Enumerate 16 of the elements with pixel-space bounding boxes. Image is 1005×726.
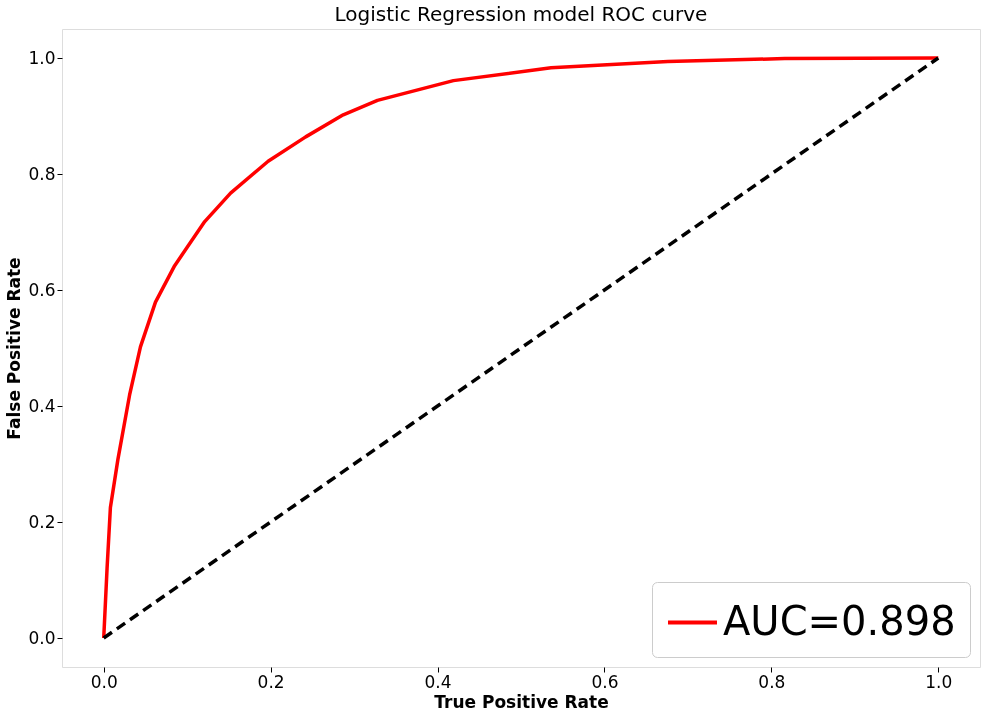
legend-label: AUC=0.898	[723, 597, 956, 644]
y-tick-label: 0.0	[28, 627, 56, 648]
y-tick-label: 0.6	[28, 279, 56, 300]
x-tick-label: 0.4	[424, 671, 452, 692]
x-tick-label: 0.8	[758, 671, 786, 692]
x-tick-label: 0.2	[257, 671, 285, 692]
x-tick-label: 1.0	[925, 671, 953, 692]
chart-title: Logistic Regression model ROC curve	[334, 2, 708, 26]
y-tick-label: 0.8	[28, 163, 56, 184]
x-axis-title: True Positive Rate	[434, 691, 609, 712]
y-tick-label: 1.0	[28, 47, 56, 68]
x-tick-label: 0.6	[591, 671, 619, 692]
x-tick-label: 0.0	[90, 671, 118, 692]
y-axis-title: False Positive Rate	[4, 257, 25, 440]
y-tick-label: 0.4	[28, 395, 56, 416]
y-tick-label: 0.2	[28, 511, 56, 532]
